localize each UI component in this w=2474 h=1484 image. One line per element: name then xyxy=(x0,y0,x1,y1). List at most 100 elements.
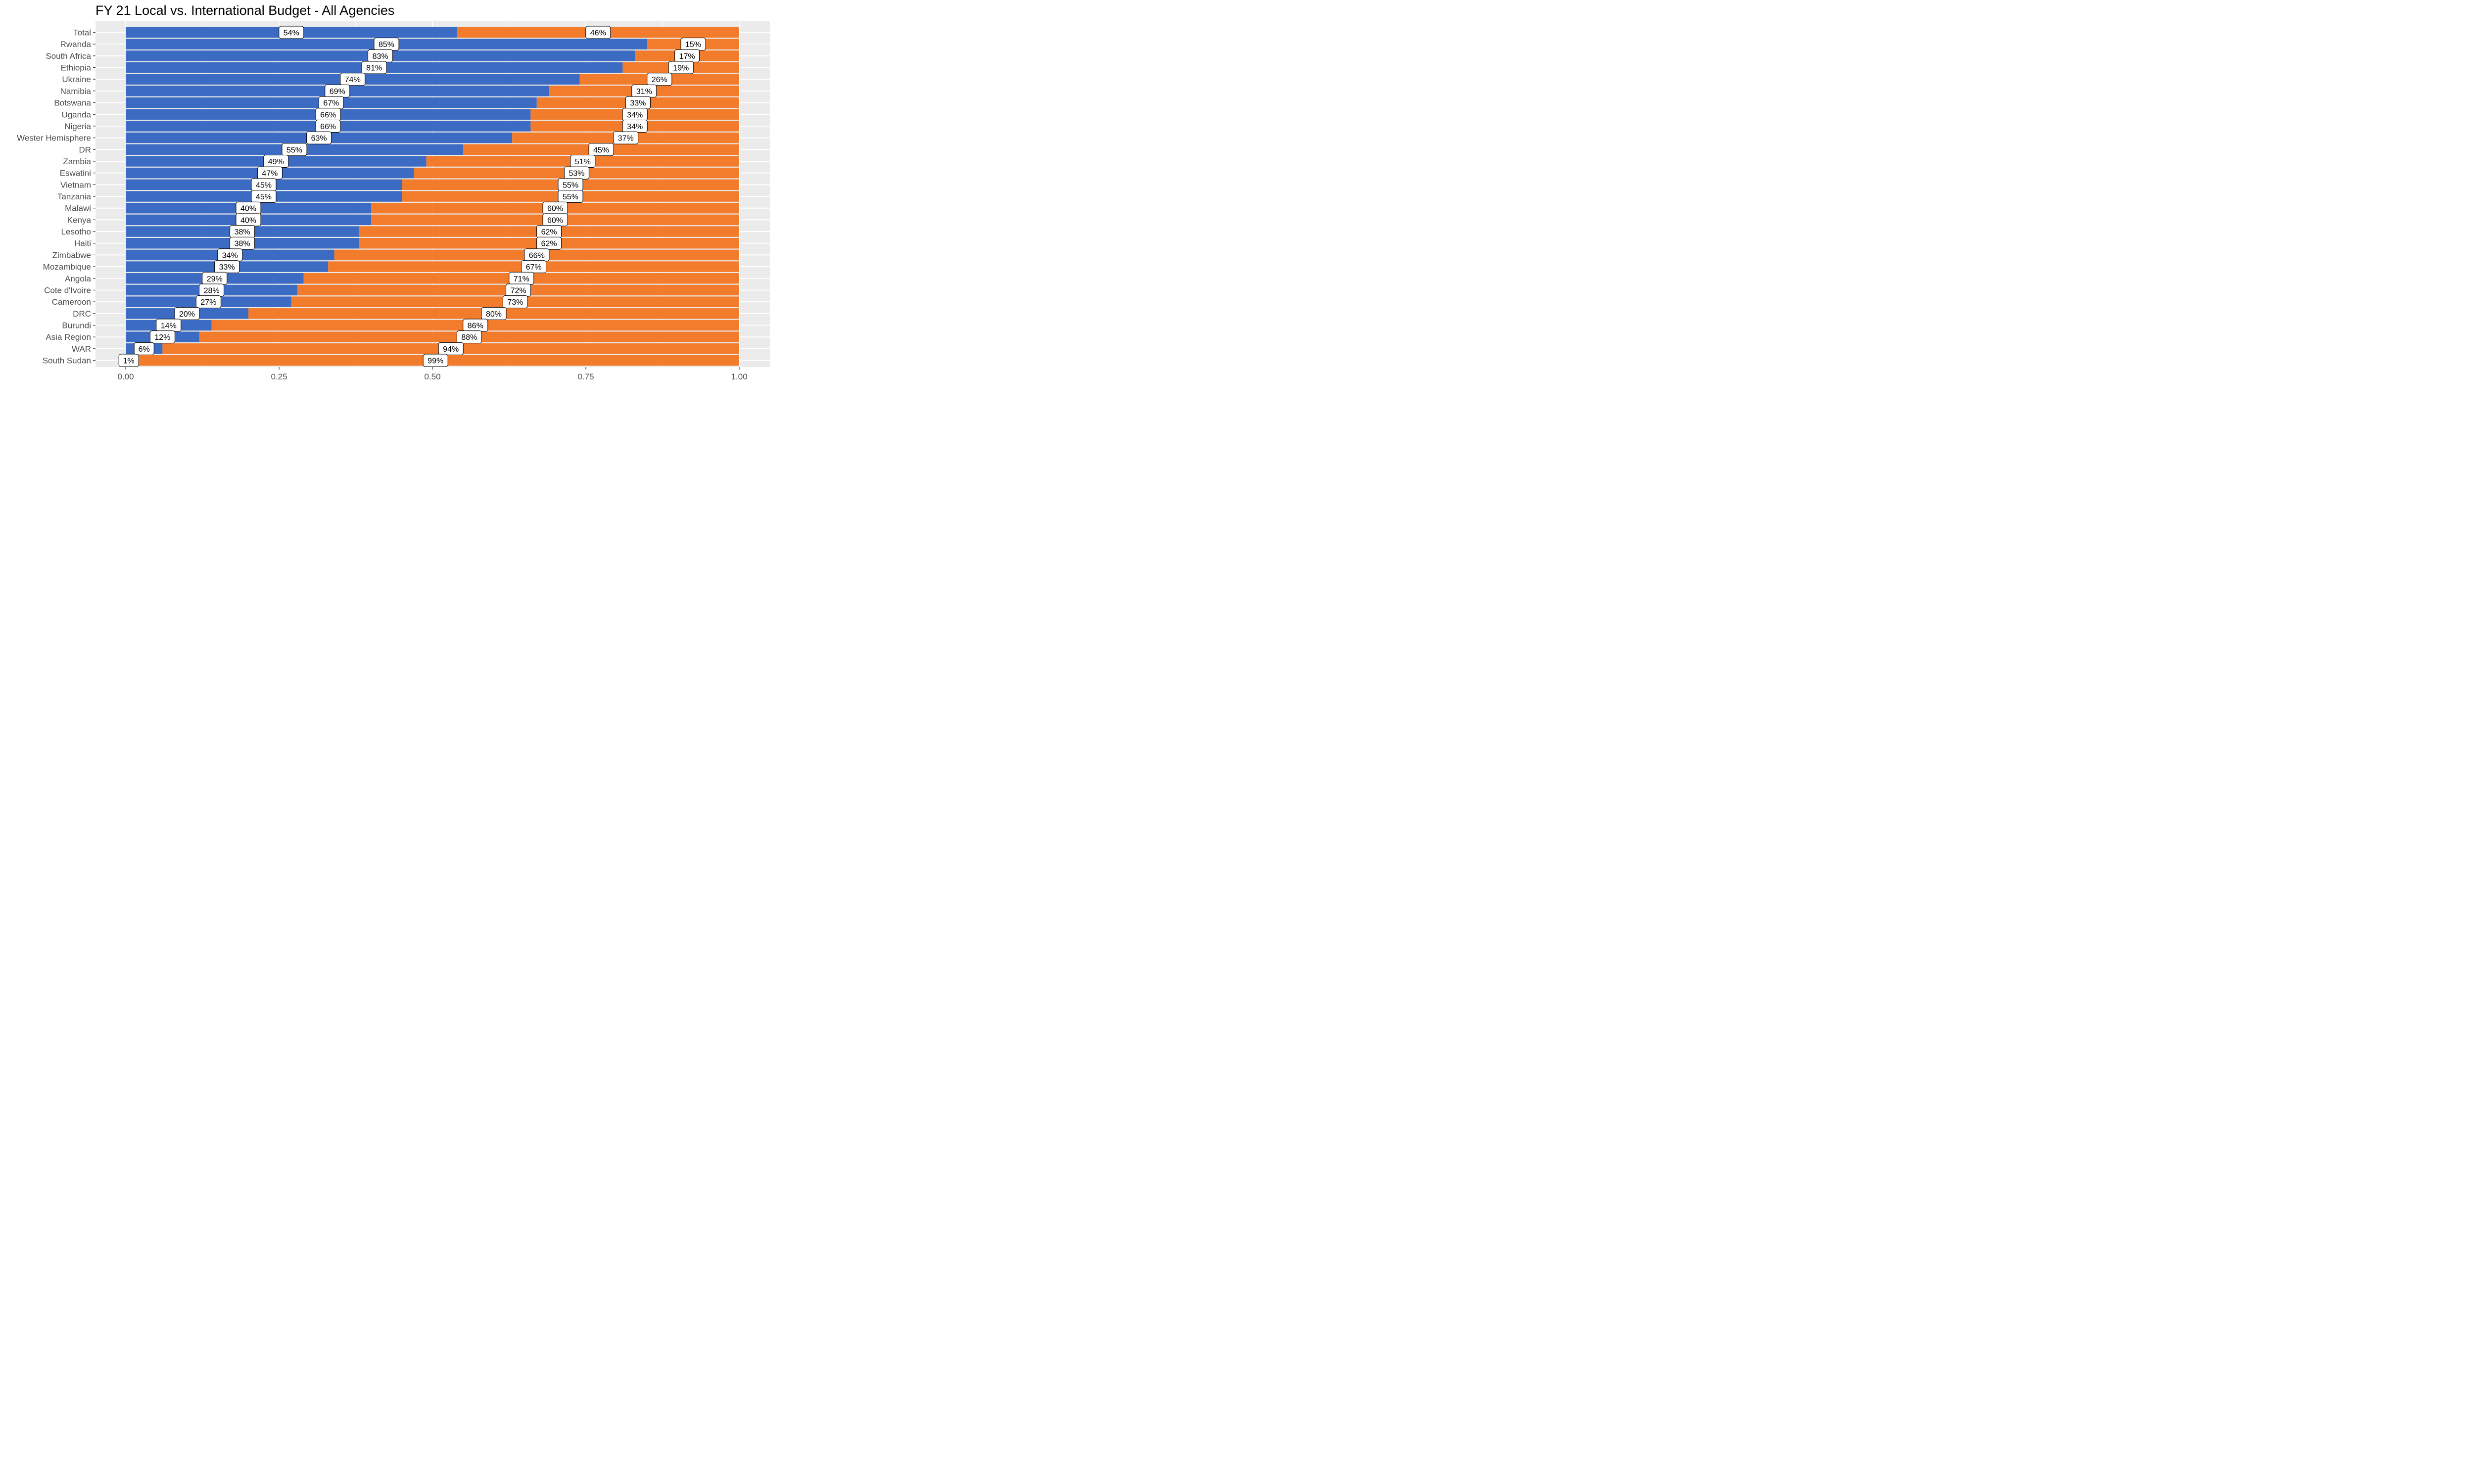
y-tick-label-1: Rwanda xyxy=(60,40,92,49)
data-label-local-27: 6% xyxy=(139,345,150,354)
x-tick-label-3: 0.75 xyxy=(577,372,594,381)
x-tick-label-1: 0.25 xyxy=(271,372,287,381)
data-label-local-9: 63% xyxy=(311,135,327,143)
data-label-local-10-box xyxy=(282,143,307,156)
data-label-local-8: 66% xyxy=(320,123,336,131)
y-tick-label-28: South Sudan xyxy=(43,356,91,366)
y-tick-label-10: DR xyxy=(79,145,91,154)
chart-container: FY 21 Local vs. International Budget - A… xyxy=(0,0,775,387)
data-label-local-24-box xyxy=(174,307,200,320)
y-tick-label-11: Zambia xyxy=(63,157,91,166)
data-label-international-21: 71% xyxy=(514,275,529,283)
data-label-international-28: 99% xyxy=(428,357,443,366)
y-tick-label-2: South Africa xyxy=(46,51,91,61)
data-label-local-23-box xyxy=(195,295,221,309)
data-label-local-20: 33% xyxy=(219,263,235,272)
y-tick-label-19: Zimbabwe xyxy=(52,250,91,260)
data-label-local-5: 69% xyxy=(330,88,345,96)
data-label-international-10: 45% xyxy=(593,146,609,154)
data-label-international-13: 55% xyxy=(563,181,578,189)
data-label-local-0-box xyxy=(279,26,304,39)
data-label-international-1: 15% xyxy=(685,41,701,49)
data-label-international-26-box xyxy=(456,330,482,344)
data-label-local-26: 12% xyxy=(154,333,170,342)
chart-title: FY 21 Local vs. International Budget - A… xyxy=(95,3,395,18)
y-tick-label-16: Kenya xyxy=(67,215,92,225)
data-label-local-14-box xyxy=(251,190,277,203)
data-label-international-2: 17% xyxy=(679,52,695,61)
data-label-international-7: 34% xyxy=(627,111,643,119)
y-tick-label-3: Ethiopia xyxy=(61,63,92,73)
y-tick-label-26: Asia Region xyxy=(46,332,91,342)
data-label-international-18-box xyxy=(536,236,562,250)
data-label-international-25: 86% xyxy=(468,322,483,330)
data-label-international-24-box xyxy=(481,307,507,320)
data-label-local-3: 81% xyxy=(366,64,382,73)
y-tick-label-27: WAR xyxy=(72,344,91,354)
data-label-local-9-box xyxy=(306,131,332,144)
data-label-international-27-box xyxy=(438,342,464,355)
data-label-international-18: 62% xyxy=(541,240,557,248)
data-label-international-15: 60% xyxy=(547,205,563,213)
data-label-local-16: 40% xyxy=(240,216,256,225)
data-label-local-23: 27% xyxy=(200,298,216,307)
data-label-local-14: 45% xyxy=(256,193,272,201)
data-label-international-9: 37% xyxy=(618,135,634,143)
y-tick-label-0: Total xyxy=(73,28,91,38)
data-label-international-14-box xyxy=(558,190,583,203)
data-label-international-16: 60% xyxy=(547,216,563,225)
x-tick-label-4: 1.00 xyxy=(731,372,747,381)
data-label-local-4-box xyxy=(340,73,366,86)
y-tick-label-8: Nigeria xyxy=(64,122,91,131)
data-label-international-26: 88% xyxy=(461,333,477,342)
data-label-local-1: 85% xyxy=(379,41,394,49)
data-label-local-25: 14% xyxy=(161,322,177,330)
y-tick-label-12: Eswatini xyxy=(60,169,91,178)
data-label-local-12: 47% xyxy=(262,170,278,178)
y-tick-label-9: Wester Hemisphere xyxy=(17,134,91,143)
y-tick-label-18: Haiti xyxy=(74,239,91,248)
data-label-local-27-box xyxy=(134,342,154,355)
data-label-international-12: 53% xyxy=(569,170,584,178)
data-label-international-19: 66% xyxy=(529,251,545,260)
data-label-international-4-box xyxy=(647,73,672,86)
data-label-local-26-box xyxy=(149,330,175,344)
y-tick-label-7: Uganda xyxy=(61,110,91,119)
data-label-international-3-box xyxy=(668,61,694,74)
data-label-local-10: 55% xyxy=(286,146,302,154)
y-tick-label-22: Cote d'Ivoire xyxy=(44,285,91,295)
x-tick-label-0: 0.00 xyxy=(117,372,134,381)
x-tick-label-2: 0.50 xyxy=(424,372,440,381)
data-label-local-21: 29% xyxy=(207,275,223,283)
data-label-international-23: 73% xyxy=(507,298,523,307)
data-label-local-4: 74% xyxy=(345,76,361,84)
data-label-international-24: 80% xyxy=(486,310,502,319)
data-label-local-28: 1% xyxy=(123,357,135,366)
data-label-local-7: 66% xyxy=(320,111,336,119)
y-tick-label-25: Burundi xyxy=(62,321,91,330)
data-label-international-14: 55% xyxy=(563,193,578,201)
data-label-international-28-box xyxy=(423,354,448,367)
data-label-local-20-box xyxy=(214,260,240,274)
y-tick-label-24: DRC xyxy=(73,309,91,319)
data-label-international-27: 94% xyxy=(443,345,459,354)
y-tick-label-6: Botswana xyxy=(54,98,91,108)
data-label-international-5: 31% xyxy=(636,88,652,96)
y-tick-label-13: Vietnam xyxy=(60,180,91,189)
data-label-international-6: 33% xyxy=(630,99,646,108)
y-tick-label-5: Namibia xyxy=(60,87,92,96)
data-label-international-23-box xyxy=(502,295,528,309)
data-label-international-9-box xyxy=(613,131,639,144)
data-label-international-3: 19% xyxy=(673,64,689,73)
data-label-international-22: 72% xyxy=(511,286,526,295)
data-label-local-19: 34% xyxy=(222,251,238,260)
data-label-international-10-box xyxy=(588,143,614,156)
y-tick-label-20: Mozambique xyxy=(43,262,91,272)
data-label-local-11: 49% xyxy=(268,158,284,166)
y-tick-label-21: Angola xyxy=(65,274,91,283)
data-label-international-20: 67% xyxy=(526,263,542,272)
y-tick-label-15: Malawi xyxy=(65,204,91,213)
data-label-local-18-box xyxy=(230,236,255,250)
data-label-local-18: 38% xyxy=(235,240,250,248)
data-label-local-3-box xyxy=(361,61,387,74)
